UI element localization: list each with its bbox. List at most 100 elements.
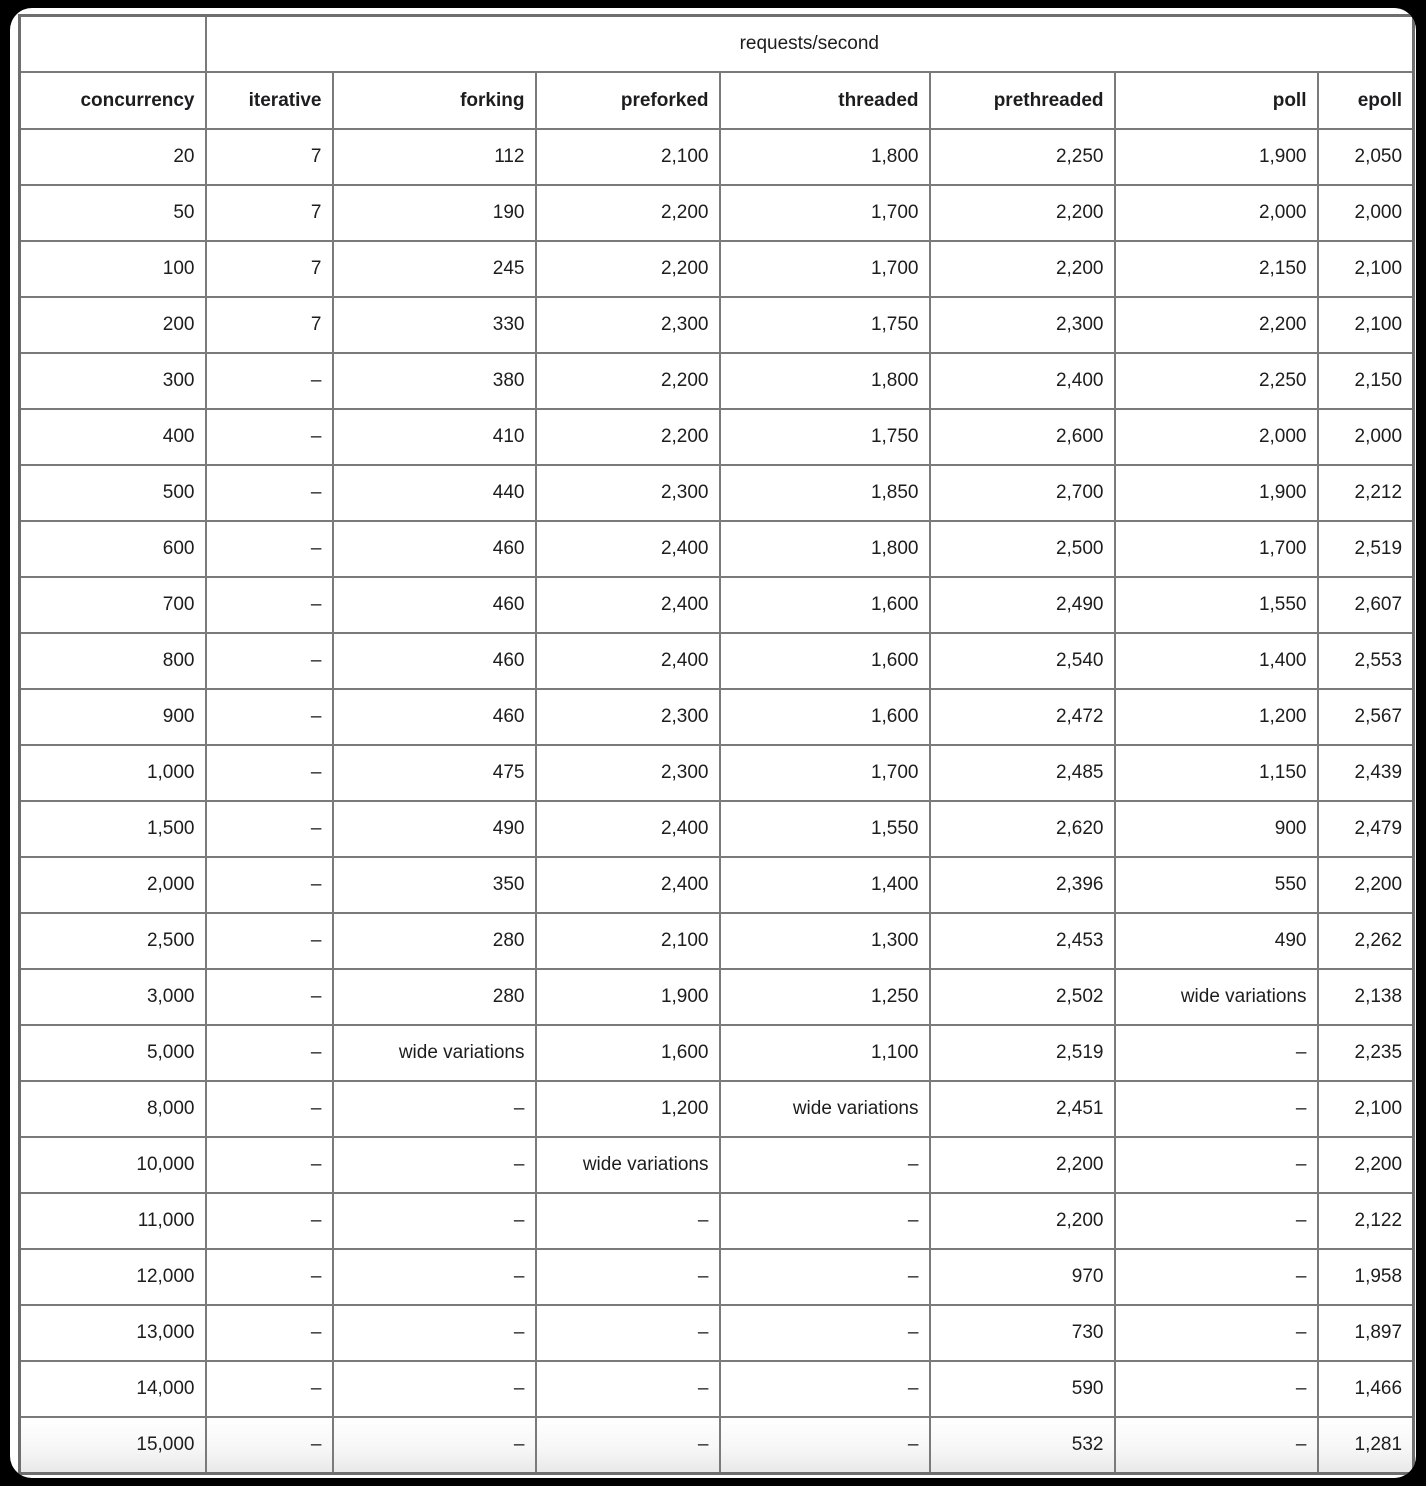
data-cell: 2,519 — [928, 1024, 1116, 1082]
data-cell: 2,451 — [928, 1080, 1116, 1138]
data-cell: – — [204, 1136, 334, 1194]
benchmark-table: requests/second concurrency iterative fork… — [18, 14, 1416, 1475]
data-cell: 2,262 — [1316, 912, 1415, 970]
row-header-cell: 300 — [18, 352, 207, 410]
data-cell: 2,200 — [534, 240, 721, 298]
column-header-prethreaded: prethreaded — [928, 71, 1116, 130]
data-cell: 1,400 — [1113, 632, 1319, 690]
data-cell: 2,200 — [928, 240, 1116, 298]
data-cell: – — [204, 744, 334, 802]
data-cell: 2,453 — [928, 912, 1116, 970]
data-cell: 2,250 — [928, 128, 1116, 186]
data-cell: 1,750 — [718, 296, 931, 354]
data-cell: 380 — [331, 352, 537, 410]
data-cell: 112 — [331, 128, 537, 186]
row-header-cell: 200 — [18, 296, 207, 354]
row-header-cell: 800 — [18, 632, 207, 690]
data-cell: – — [534, 1304, 721, 1362]
data-cell: 2,519 — [1316, 520, 1415, 578]
table-row: 900–460 2,300 1,600 2,472 1,200 2,567 — [18, 688, 1415, 746]
data-cell: – — [1113, 1416, 1319, 1475]
data-cell: 1,750 — [718, 408, 931, 466]
data-cell: – — [331, 1304, 537, 1362]
data-cell: 2,700 — [928, 464, 1116, 522]
table-row: 700–460 2,400 1,600 2,490 1,550 2,607 — [18, 576, 1415, 634]
data-cell: 2,000 — [1316, 408, 1415, 466]
column-header-preforked: preforked — [534, 71, 721, 130]
data-cell: 1,550 — [1113, 576, 1319, 634]
data-cell: 532 — [928, 1416, 1116, 1475]
row-header-cell: 1,000 — [18, 744, 207, 802]
table-row: 5,000– wide variations 1,600 1,100 2,519–2,2… — [18, 1024, 1415, 1082]
data-cell: – — [718, 1416, 931, 1475]
data-cell: 490 — [1113, 912, 1319, 970]
row-header-cell: 700 — [18, 576, 207, 634]
data-cell: 1,466 — [1316, 1360, 1415, 1418]
table-row: 1,000–475 2,300 1,700 2,485 1,150 2,439 — [18, 744, 1415, 802]
data-cell: – — [1113, 1360, 1319, 1418]
data-cell: 2,620 — [928, 800, 1116, 858]
table-row: 20 7 112 2,100 1,800 2,250 1,900 2,050 — [18, 128, 1415, 186]
data-cell: 1,700 — [1113, 520, 1319, 578]
column-header-epoll: epoll — [1316, 71, 1415, 130]
data-cell: 2,600 — [928, 408, 1116, 466]
data-cell: 2,250 — [1113, 352, 1319, 410]
row-header-cell: 1,500 — [18, 800, 207, 858]
row-header-cell: 2,500 — [18, 912, 207, 970]
data-cell: – — [1113, 1024, 1319, 1082]
row-header-cell: 5,000 — [18, 1024, 207, 1082]
row-header-cell: 14,000 — [18, 1360, 207, 1418]
data-cell: – — [204, 1360, 334, 1418]
data-cell: – — [204, 1248, 334, 1306]
table-row: 11,000– – – –2,200–2,122 — [18, 1192, 1415, 1250]
data-cell: 2,567 — [1316, 688, 1415, 746]
column-header-iterative: iterative — [204, 71, 334, 130]
data-cell: 970 — [928, 1248, 1116, 1306]
data-cell: 1,958 — [1316, 1248, 1415, 1306]
table-row: 8,000– –1,200 wide variations 2,451–2,100 — [18, 1080, 1415, 1138]
data-cell: 190 — [331, 184, 537, 242]
data-cell: 1,900 — [1113, 464, 1319, 522]
data-cell: 1,800 — [718, 352, 931, 410]
row-header-cell: 12,000 — [18, 1248, 207, 1306]
data-cell: 2,479 — [1316, 800, 1415, 858]
data-cell: 1,550 — [718, 800, 931, 858]
data-cell: 1,600 — [718, 632, 931, 690]
data-cell: 2,553 — [1316, 632, 1415, 690]
row-header-cell: 900 — [18, 688, 207, 746]
data-cell: – — [534, 1416, 721, 1475]
data-cell: 1,200 — [1113, 688, 1319, 746]
data-cell: – — [718, 1304, 931, 1362]
data-cell: 2,200 — [1316, 856, 1415, 914]
data-cell: 7 — [204, 184, 334, 242]
column-header-forking: forking — [331, 71, 537, 130]
data-cell: 2,122 — [1316, 1192, 1415, 1250]
table-row: 200 7 330 2,300 1,750 2,300 2,200 2,100 — [18, 296, 1415, 354]
data-cell: – — [1113, 1136, 1319, 1194]
data-cell: 460 — [331, 520, 537, 578]
row-header-cell: 8,000 — [18, 1080, 207, 1138]
row-header-cell: 400 — [18, 408, 207, 466]
data-cell: 7 — [204, 240, 334, 298]
data-cell: 350 — [331, 856, 537, 914]
column-header-poll: poll — [1113, 71, 1319, 130]
data-cell: 2,400 — [534, 632, 721, 690]
data-cell: 1,281 — [1316, 1416, 1415, 1475]
data-cell: 590 — [928, 1360, 1116, 1418]
table-row: 2,500–280 2,100 1,300 2,453 490 2,262 — [18, 912, 1415, 970]
table-row: 13,000– – – –730–1,897 — [18, 1304, 1415, 1362]
data-cell: 2,200 — [1113, 296, 1319, 354]
data-cell: – — [718, 1360, 931, 1418]
data-cell: 2,400 — [534, 520, 721, 578]
row-header-cell: 500 — [18, 464, 207, 522]
data-cell: 2,540 — [928, 632, 1116, 690]
data-cell: 2,100 — [534, 128, 721, 186]
data-cell: 440 — [331, 464, 537, 522]
data-cell: 1,900 — [1113, 128, 1319, 186]
data-cell: 2,235 — [1316, 1024, 1415, 1082]
data-cell: 2,400 — [534, 576, 721, 634]
data-cell: 2,000 — [1113, 184, 1319, 242]
data-cell: 2,400 — [534, 800, 721, 858]
row-header-cell: 100 — [18, 240, 207, 298]
